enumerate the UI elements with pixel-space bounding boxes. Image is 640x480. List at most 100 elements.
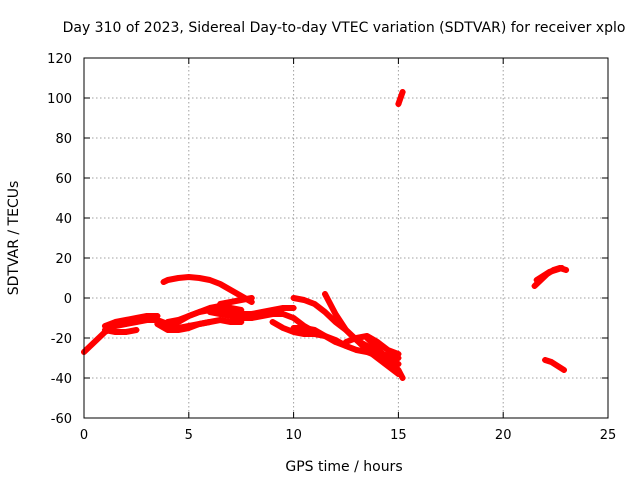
y-tick-label: 100 (47, 92, 72, 107)
data-point (395, 367, 402, 373)
data-point (206, 319, 213, 325)
x-tick-label: 5 (185, 428, 193, 443)
data-point (363, 335, 370, 341)
data-point (206, 309, 213, 315)
data-point (343, 327, 349, 333)
x-tick-label: 25 (600, 428, 617, 443)
data-point (290, 295, 297, 301)
data-point (133, 327, 140, 333)
data-point (217, 311, 224, 317)
chart-title: Day 310 of 2023, Sidereal Day-to-day VTE… (63, 20, 626, 36)
data-point (217, 317, 224, 323)
data-point (227, 313, 234, 319)
data-point (290, 305, 297, 311)
data-point (301, 331, 308, 337)
y-tick-label: 0 (64, 292, 72, 307)
data-point (91, 339, 98, 345)
y-tick-label: 40 (55, 212, 72, 227)
data-point (154, 313, 161, 319)
data-point (122, 317, 129, 323)
data-point (290, 315, 297, 321)
y-axis-label: SDTVAR / TECUs (6, 181, 22, 296)
data-point (122, 329, 129, 335)
x-tick-label: 10 (285, 428, 302, 443)
data-point (101, 323, 108, 329)
data-point (322, 333, 329, 339)
series-line (102, 327, 140, 335)
data-point (399, 375, 406, 381)
data-point (560, 367, 567, 373)
data-point (546, 269, 553, 275)
y-tick-label: -20 (51, 332, 72, 347)
data-point (353, 347, 360, 353)
data-point (196, 275, 203, 281)
series-line (160, 274, 255, 305)
grid-layer (84, 58, 608, 418)
data-point (395, 351, 402, 357)
data-point (542, 357, 549, 363)
data-point (558, 265, 565, 271)
series-arc-3 (101, 313, 161, 329)
x-tick-label: 15 (390, 428, 407, 443)
data-point (280, 305, 287, 311)
data-point (395, 101, 402, 107)
data-point (363, 343, 370, 349)
data-point (280, 325, 287, 331)
series-line (542, 357, 567, 373)
data-point (164, 323, 171, 329)
data-point (175, 275, 182, 281)
data-point (175, 319, 182, 325)
data-point (311, 301, 318, 307)
data-point (206, 277, 213, 283)
y-tick-label: -60 (51, 412, 72, 427)
data-point (185, 325, 192, 331)
data-point (175, 327, 182, 333)
data-point (227, 299, 234, 305)
data-point (196, 309, 203, 315)
series-arc-1 (81, 317, 213, 355)
data-point (196, 321, 203, 327)
x-tick-label: 20 (495, 428, 512, 443)
series-arc-11 (290, 325, 360, 353)
data-point (248, 315, 255, 321)
series-line (217, 295, 255, 307)
data-point (227, 287, 234, 293)
data-point (322, 309, 329, 315)
data-point (227, 319, 234, 325)
data-point (374, 355, 381, 361)
data-point (399, 89, 406, 95)
data-point (548, 359, 555, 365)
y-tick-label: 20 (55, 252, 72, 267)
data-point (185, 313, 192, 319)
y-tick-label: -40 (51, 372, 72, 387)
data-point (540, 273, 547, 279)
series-arc-15 (363, 335, 406, 381)
data-point (397, 95, 404, 101)
y-tick-label: 80 (55, 132, 72, 147)
plot-frame (83, 57, 609, 419)
series-arc-9 (217, 295, 255, 307)
data-point (343, 339, 349, 345)
data-point (332, 311, 339, 317)
data-point (238, 297, 245, 303)
data-point (259, 313, 266, 319)
data-point (322, 291, 329, 297)
data-point (384, 347, 391, 353)
series-arc-18 (533, 265, 565, 283)
data-point (301, 325, 308, 331)
data-point (112, 319, 119, 325)
data-point (269, 319, 276, 325)
data-point (280, 311, 287, 317)
data-point (290, 325, 297, 331)
data-point (217, 281, 224, 287)
data-point (332, 339, 339, 345)
data-point (143, 313, 150, 319)
x-axis-label: GPS time / hours (285, 459, 402, 475)
data-point (311, 327, 318, 333)
data-point (533, 277, 540, 283)
tick-layer: 0 5 10 15 20 25 -60 -40 -20 0 20 40 60 80 100 120 (47, 52, 616, 443)
data-point (374, 345, 381, 351)
series-arc-4 (154, 317, 245, 333)
data-point (301, 297, 308, 303)
